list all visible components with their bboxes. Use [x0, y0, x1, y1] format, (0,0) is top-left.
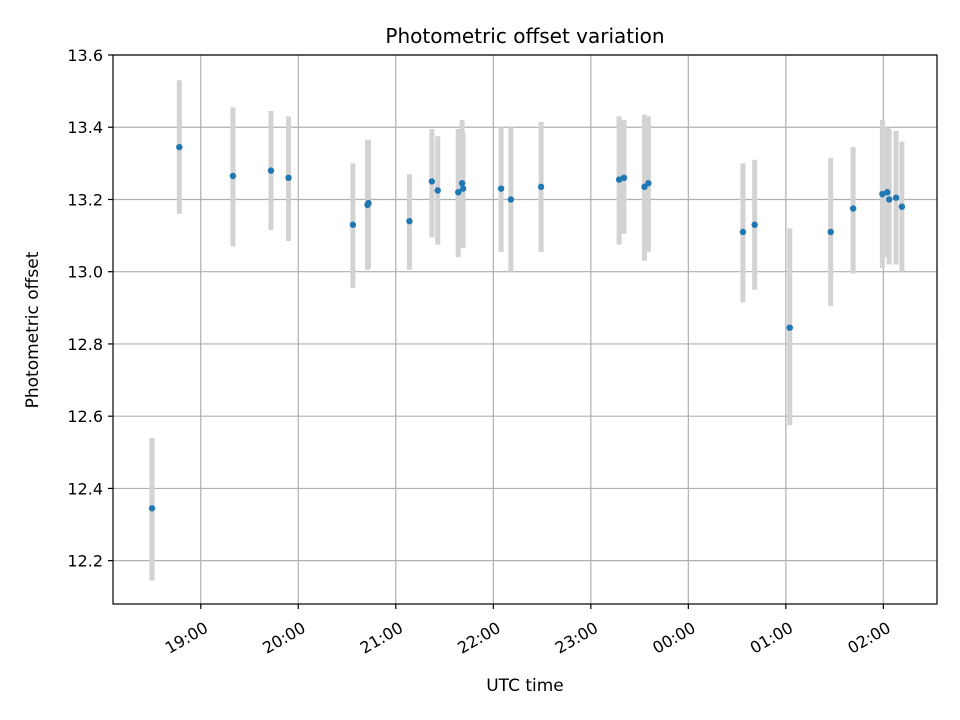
data-point: [751, 221, 758, 228]
x-tick-label: 20:00: [259, 618, 308, 658]
data-point: [892, 194, 900, 201]
data-point: [827, 228, 834, 236]
data-point: [406, 217, 413, 225]
data-point: [459, 185, 467, 192]
data-point: [229, 172, 237, 180]
data-point: [898, 203, 906, 210]
point-layer: [148, 143, 906, 512]
x-tick-label: 22:00: [454, 618, 503, 658]
x-tick-label: 01:00: [747, 618, 796, 658]
data-point: [176, 143, 183, 151]
data-point: [365, 199, 372, 207]
data-point: [879, 190, 886, 198]
data-point: [786, 324, 793, 331]
x-tick-label: 23:00: [552, 618, 601, 658]
data-point: [267, 167, 275, 174]
x-tick-label: 00:00: [649, 618, 698, 658]
data-point: [886, 196, 893, 203]
data-point: [537, 183, 545, 191]
data-point: [739, 228, 747, 236]
tick-layer: 12.2 12.4 12.6 12.8 13.0 13.2 13.4 13.6 19:00 20:…: [67, 46, 893, 658]
data-point: [645, 180, 652, 187]
data-point: [620, 174, 628, 182]
x-tick-label: 21:00: [357, 618, 406, 658]
data-point: [615, 176, 623, 183]
data-point: [507, 196, 515, 203]
data-point: [434, 187, 441, 194]
data-point: [148, 505, 156, 512]
x-tick-label: 19:00: [162, 618, 211, 658]
data-point: [349, 221, 357, 228]
y-tick-label: 12.4: [67, 479, 103, 498]
y-tick-label: 12.6: [67, 407, 103, 426]
chart-title: Photometric offset variation: [385, 24, 664, 48]
data-point: [285, 174, 292, 182]
y-tick-label: 13.0: [67, 263, 103, 282]
data-point: [428, 178, 436, 185]
data-point: [455, 189, 462, 196]
data-point: [497, 185, 505, 192]
x-axis-label: UTC time: [486, 676, 564, 696]
y-tick-label: 13.4: [67, 118, 103, 137]
data-point: [849, 205, 857, 212]
data-point: [458, 180, 466, 187]
y-tick-label: 12.2: [67, 552, 103, 571]
y-tick-label: 12.8: [67, 335, 103, 354]
y-tick-label: 13.2: [67, 190, 103, 209]
data-point: [884, 189, 891, 196]
grid-layer: [113, 54, 937, 604]
x-tick-label: 02:00: [844, 618, 893, 658]
plot-frame: [112, 54, 938, 605]
y-axis-label: Photometric offset: [23, 251, 43, 408]
y-tick-label: 13.6: [67, 46, 103, 65]
